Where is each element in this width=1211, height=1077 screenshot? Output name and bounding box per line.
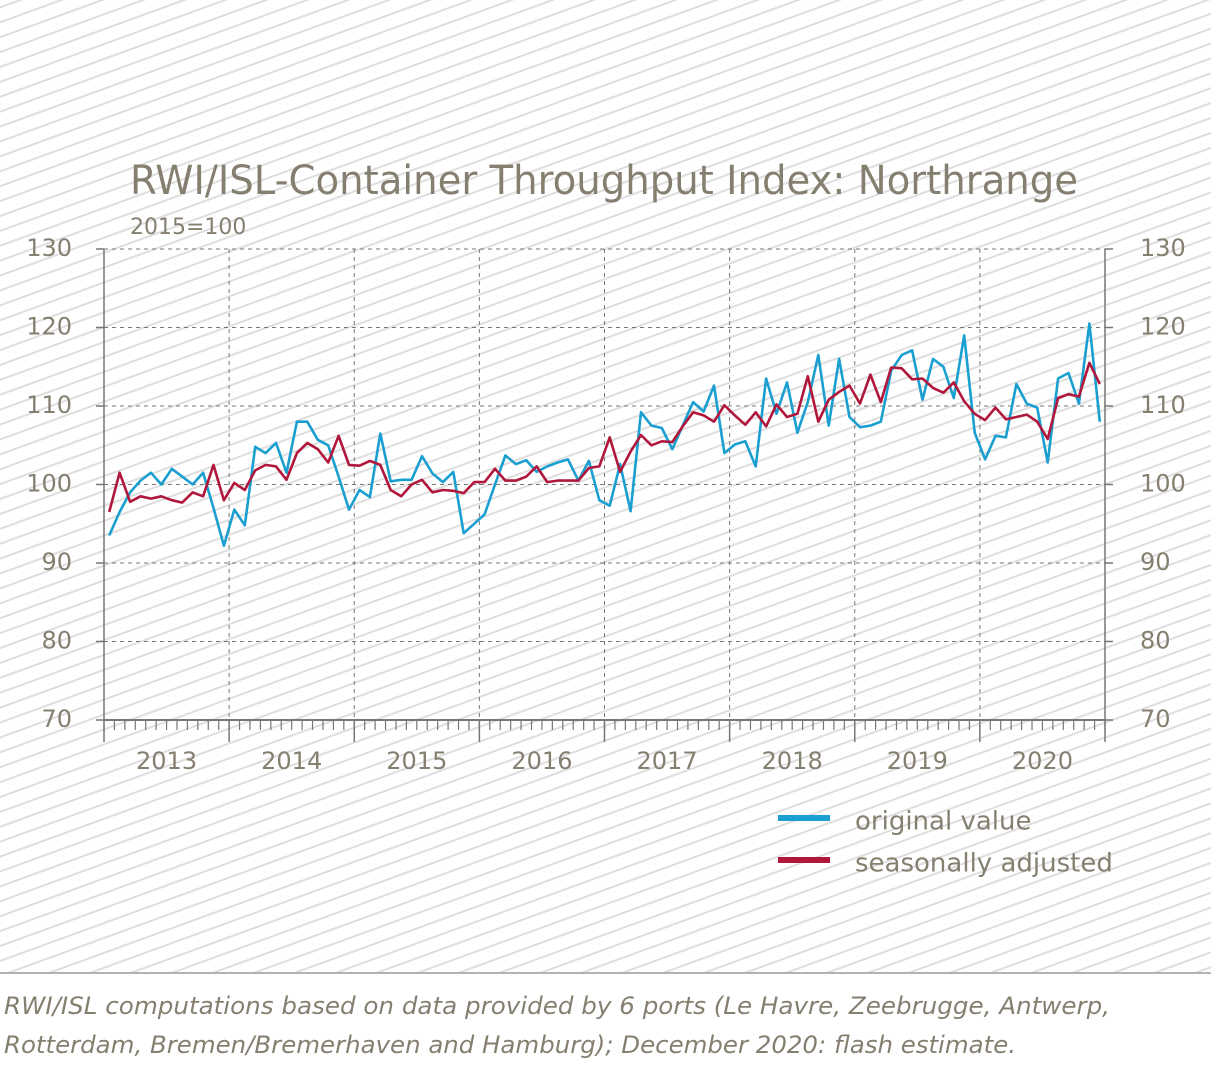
x-tick-label: 2017 [637,747,698,775]
chart-title: RWI/ISL-Container Throughput Index: Nort… [130,158,1078,204]
y-tick-label-right: 100 [1140,470,1186,498]
x-tick-label: 2020 [1012,747,1073,775]
x-tick-label: 2019 [887,747,948,775]
series-line [107,361,1101,513]
legend-label: seasonally adjusted [855,849,1113,879]
background-hatch [0,0,1211,972]
y-tick-label: 130 [26,234,72,262]
series-line [108,322,1102,547]
x-tick-label: 2014 [261,747,322,775]
chart-subtitle: 2015=100 [130,215,246,240]
y-tick-label: 110 [26,391,72,419]
y-tick-label: 90 [41,548,72,576]
y-tick-label: 120 [26,313,72,341]
y-tick-label: 100 [26,470,72,498]
y-tick-label-right: 90 [1140,548,1171,576]
x-tick-label: 2013 [136,747,197,775]
footnote: RWI/ISL computations based on data provi… [4,992,1110,1020]
y-tick-label-right: 120 [1140,313,1186,341]
y-tick-label-right: 80 [1140,627,1171,655]
y-tick-label-right: 70 [1140,705,1171,733]
y-tick-label-right: 110 [1140,391,1186,419]
y-tick-label: 70 [41,705,72,733]
y-tick-label-right: 130 [1140,234,1186,262]
y-tick-label: 80 [41,627,72,655]
x-tick-label: 2016 [511,747,572,775]
x-tick-label: 2015 [386,747,447,775]
x-tick-label: 2018 [762,747,823,775]
footnote: Rotterdam, Bremen/Bremerhaven and Hambur… [4,1031,1016,1059]
legend-label: original value [855,807,1031,837]
